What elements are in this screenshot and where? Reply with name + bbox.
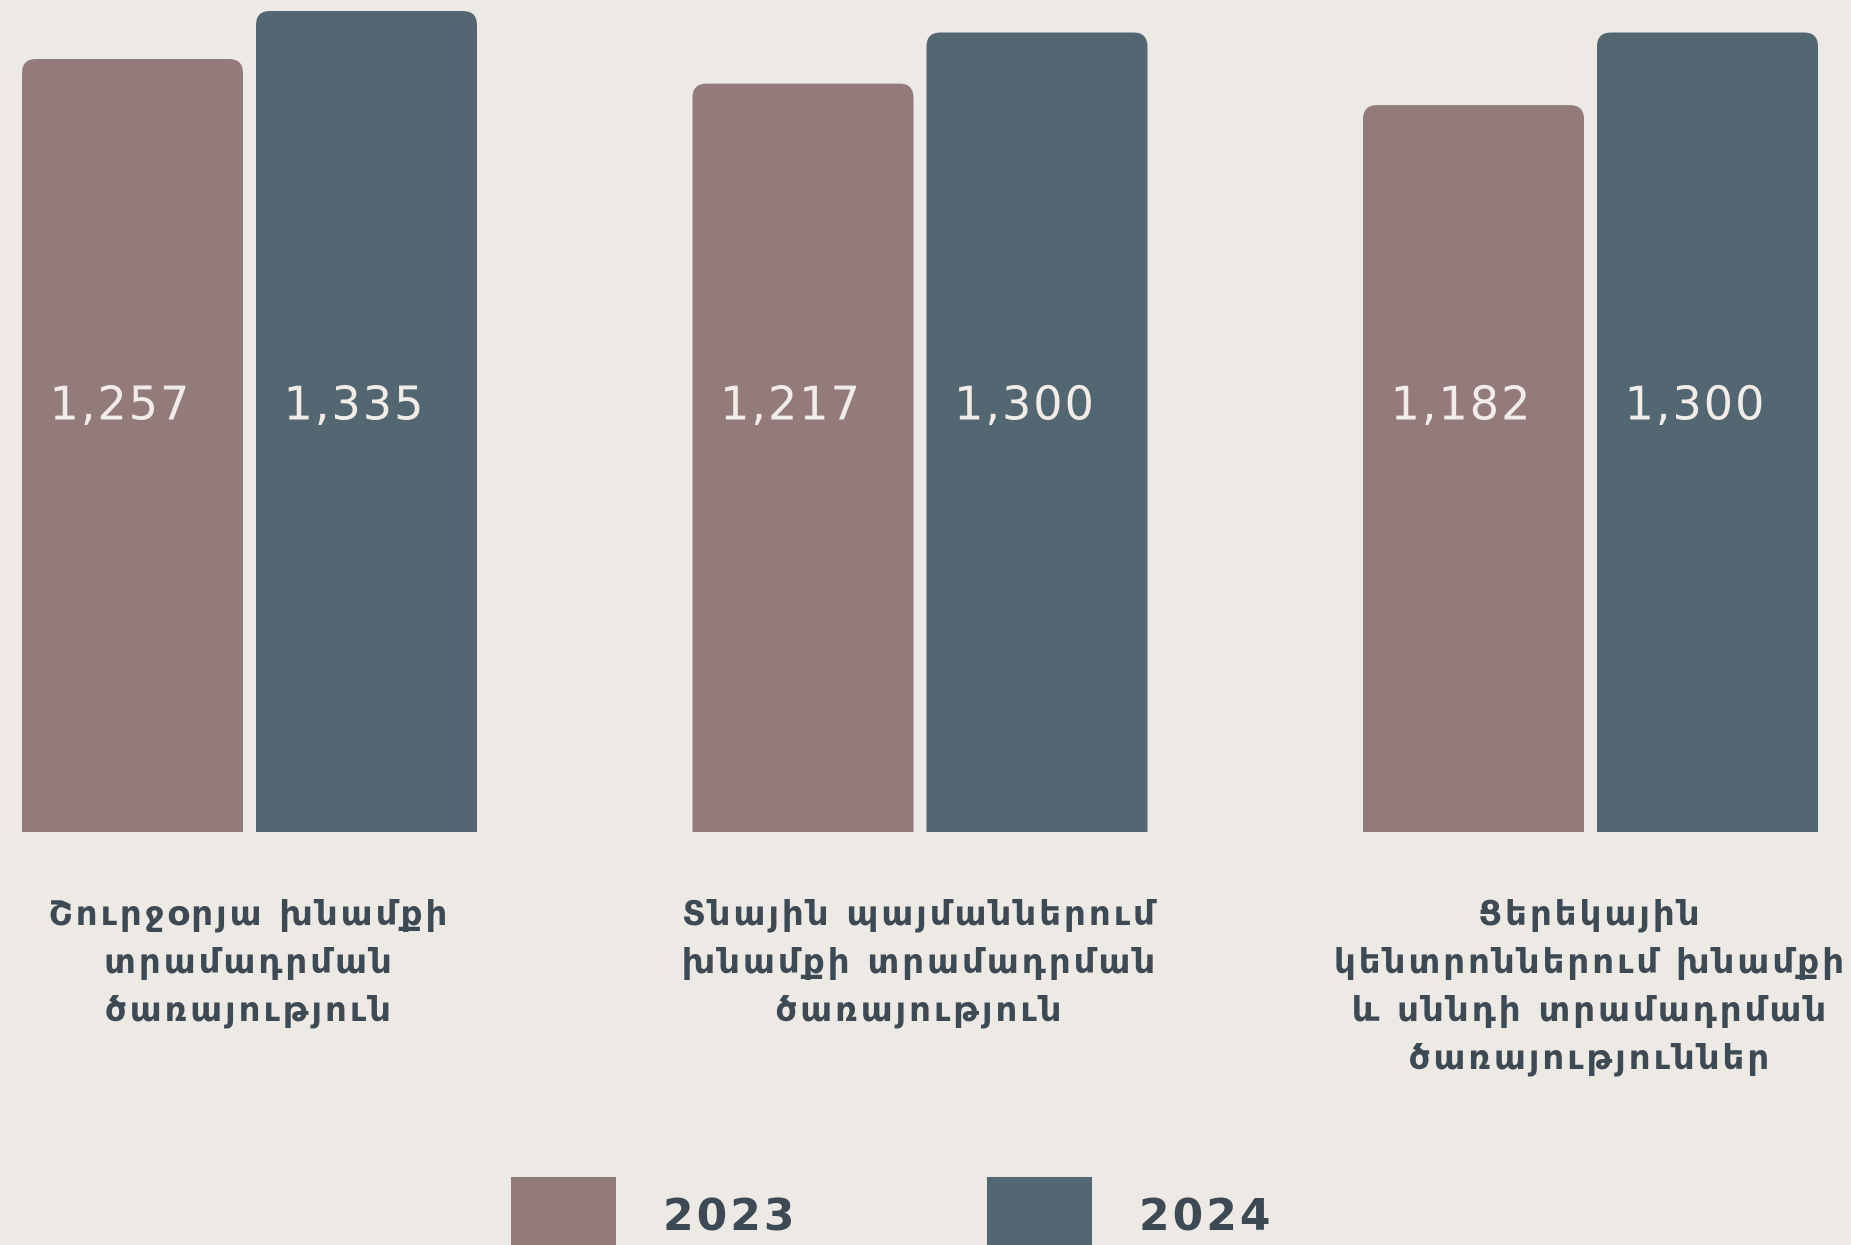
value-label: 1,300: [1625, 377, 1767, 431]
legend-swatch: [511, 1177, 616, 1245]
category-label: Շուրջօրյա խնամքի տրամադրման ծառայություն: [48, 894, 451, 1030]
category-label: Ցերեկային կենտրոններում խնամքի և սննդի տ…: [1333, 894, 1848, 1078]
legend-swatch: [987, 1177, 1092, 1245]
value-label: 1,300: [954, 377, 1096, 431]
value-label: 1,217: [720, 377, 862, 431]
bar: [1597, 32, 1818, 832]
value-label: 1,335: [284, 377, 426, 431]
bar: [22, 58, 243, 832]
legend-label: 2023: [663, 1190, 797, 1241]
bar: [256, 11, 477, 832]
bar: [692, 83, 914, 832]
value-label: 1,257: [50, 377, 192, 431]
legend-label: 2024: [1139, 1190, 1273, 1241]
value-label: 1,182: [1391, 377, 1533, 431]
category-label: Տնային պայմաններում խնամքի տրամադրման ծա…: [681, 894, 1159, 1030]
bar: [1363, 105, 1584, 832]
bar: [926, 32, 1148, 832]
